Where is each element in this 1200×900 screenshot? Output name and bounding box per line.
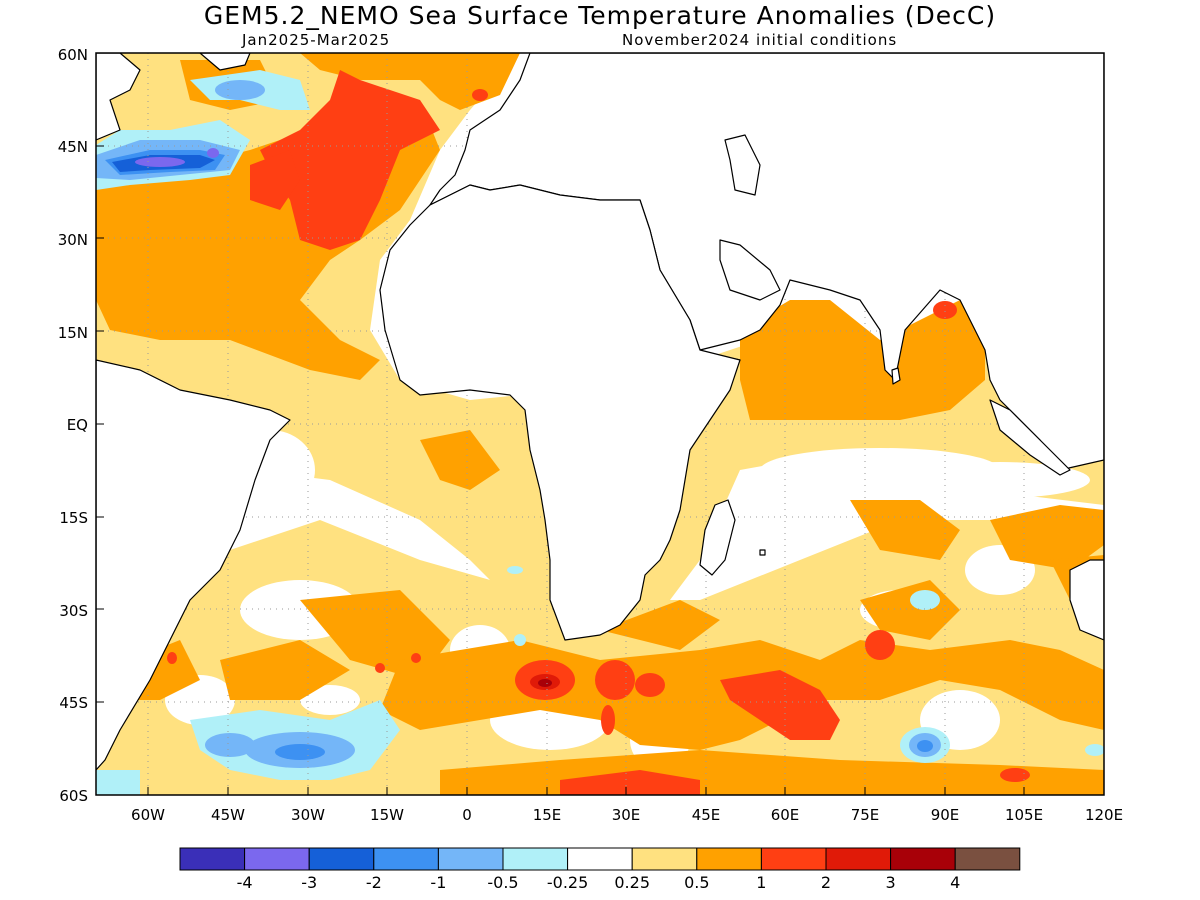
- colorbar-tick-label: -3: [301, 873, 317, 892]
- colorbar-tick-label: 0.5: [684, 873, 709, 892]
- colorbar-swatch: [244, 847, 310, 871]
- colorbar-tick-label: -1: [430, 873, 446, 892]
- colorbar-tick-label: 4: [950, 873, 960, 892]
- lon-tick-label: 0: [462, 806, 472, 824]
- lon-tick-label: 30E: [612, 806, 641, 824]
- lon-tick-label: 15E: [533, 806, 562, 824]
- colorbar: -4 -3 -2 -1 -0.5 -0.25 0.25 0.5 1 2 3 4: [179, 847, 1021, 892]
- land-masses: [96, 53, 1104, 771]
- lon-tick-label: 60E: [771, 806, 800, 824]
- lat-tick-label: 60S: [59, 787, 88, 805]
- colorbar-tick-label: 3: [886, 873, 896, 892]
- lat-tick-label: 45N: [58, 138, 88, 156]
- colorbar-swatch: [825, 847, 892, 871]
- colorbar-tick-label: -0.5: [487, 873, 518, 892]
- lat-tick-label: 30N: [58, 231, 88, 249]
- lat-tick-label: 15S: [59, 509, 88, 527]
- lon-tick-label: 15W: [370, 806, 404, 824]
- colorbar-swatch: [308, 847, 375, 871]
- colorbar-swatch: [696, 847, 762, 871]
- north-america: [96, 53, 141, 141]
- lon-tick-label: 120E: [1085, 806, 1123, 824]
- africa: [379, 184, 741, 641]
- arabia-gulf: [719, 239, 781, 301]
- colorbar-tick-label: 0.25: [614, 873, 650, 892]
- lat-tick-label: 60N: [58, 46, 88, 64]
- sumatra-java: [989, 399, 1071, 476]
- map-area: [96, 53, 1104, 795]
- caspian-sea: [724, 134, 761, 196]
- antarctic-islands: [759, 549, 766, 556]
- lat-tick-label: EQ: [67, 416, 88, 434]
- colorbar-tick-label: 1: [756, 873, 766, 892]
- greenland-iceland: [199, 53, 251, 71]
- south-america: [96, 359, 291, 771]
- lat-tick-label: 45S: [59, 694, 88, 712]
- colorbar-tick-label: -2: [366, 873, 382, 892]
- colorbar-swatch: [437, 847, 504, 871]
- lon-tick-label: 45W: [211, 806, 245, 824]
- colorbar-swatch: [373, 847, 439, 871]
- colorbar-swatch: [179, 847, 246, 871]
- lon-tick-label: 90E: [931, 806, 960, 824]
- lon-tick-label: 30W: [291, 806, 325, 824]
- colorbar-swatch: [502, 847, 569, 871]
- lon-tick-label: 75E: [851, 806, 880, 824]
- colorbar-swatch: [760, 847, 827, 871]
- colorbar-swatch: [954, 847, 1021, 871]
- colorbar-swatch: [567, 847, 633, 871]
- figure-title: GEM5.2_NEMO Sea Surface Temperature Anom…: [204, 1, 996, 30]
- forecast-period-label: Jan2025-Mar2025: [241, 31, 390, 49]
- sri-lanka: [891, 367, 901, 385]
- colorbar-swatch: [631, 847, 698, 871]
- lat-tick-label: 15N: [58, 324, 88, 342]
- australia: [1069, 559, 1104, 641]
- madagascar: [699, 499, 736, 576]
- longitude-axis: 60W 45W 30W 15W 0 15E 30E 45E 60E 75E 90…: [131, 787, 1123, 824]
- latitude-axis: 60N 45N 30N 15N EQ 15S 30S 45S 60S: [58, 46, 104, 805]
- lat-tick-label: 30S: [59, 602, 88, 620]
- colorbar-tick-label: -4: [237, 873, 253, 892]
- colorbar-tick-label: 2: [821, 873, 831, 892]
- colorbar-tick-label: -0.25: [547, 873, 588, 892]
- lon-tick-label: 45E: [692, 806, 721, 824]
- initial-conditions-label: November2024 initial conditions: [622, 31, 897, 49]
- lon-tick-label: 60W: [131, 806, 165, 824]
- colorbar-swatch: [890, 847, 956, 871]
- lon-tick-label: 105E: [1005, 806, 1043, 824]
